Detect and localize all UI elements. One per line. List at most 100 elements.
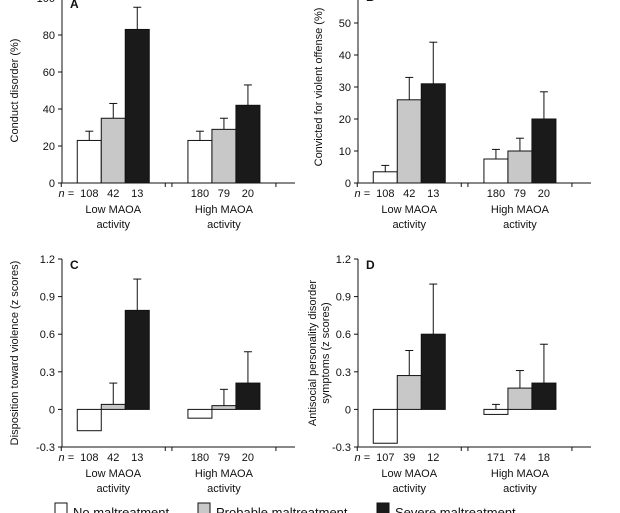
n-label: 12 bbox=[427, 452, 439, 464]
n-label: 180 bbox=[487, 188, 505, 200]
x-tick-label: High MAOA activity bbox=[490, 468, 549, 495]
n-label: 20 bbox=[538, 188, 550, 200]
y-tick-label: 80 bbox=[43, 30, 55, 42]
legend-label: Severe maltreatment bbox=[395, 505, 516, 513]
bar bbox=[187, 408, 213, 419]
bar bbox=[507, 150, 533, 184]
n-prefix: n = bbox=[354, 188, 370, 200]
legend-label: No maltreatment bbox=[73, 505, 169, 513]
y-tick-label: 0.9 bbox=[336, 292, 351, 304]
bar bbox=[76, 139, 102, 184]
panel-label: B bbox=[366, 0, 375, 4]
y-tick-label: 0.6 bbox=[336, 329, 351, 341]
n-label: 42 bbox=[107, 452, 119, 464]
n-label: 20 bbox=[242, 188, 254, 200]
bar bbox=[420, 83, 446, 184]
y-tick-label: 0 bbox=[49, 178, 55, 190]
y-axis-label: symptoms (z scores) bbox=[320, 302, 332, 403]
y-tick-label: 0.6 bbox=[40, 329, 55, 341]
legend-swatch bbox=[197, 502, 211, 513]
n-label: 79 bbox=[218, 188, 230, 200]
n-label: 180 bbox=[191, 188, 209, 200]
y-tick-label: 0 bbox=[345, 178, 351, 190]
panel-label: C bbox=[70, 258, 79, 272]
bar bbox=[76, 408, 102, 432]
x-tick-label: Low MAOA activity bbox=[381, 468, 438, 495]
bar bbox=[124, 309, 150, 410]
y-tick-label: -0.3 bbox=[332, 442, 351, 454]
y-tick-label: 60 bbox=[43, 67, 55, 79]
x-tick-label: High MAOA activity bbox=[194, 468, 253, 495]
y-tick-label: 0.3 bbox=[336, 367, 351, 379]
n-label: 79 bbox=[218, 452, 230, 464]
bar bbox=[396, 375, 422, 410]
y-tick-label: 30 bbox=[339, 82, 351, 94]
x-tick-label: Low MAOA activity bbox=[85, 468, 142, 495]
x-tick-label: Low MAOA activity bbox=[381, 204, 438, 231]
n-label: 171 bbox=[487, 452, 505, 464]
legend-swatch bbox=[54, 502, 68, 513]
n-label: 108 bbox=[80, 188, 98, 200]
n-prefix: n = bbox=[58, 452, 74, 464]
n-label: 42 bbox=[403, 188, 415, 200]
y-axis-label: Conduct disorder (%) bbox=[9, 39, 21, 143]
bar bbox=[483, 158, 509, 184]
y-tick-label: 40 bbox=[43, 104, 55, 116]
x-tick-label: Low MAOA activity bbox=[85, 204, 142, 231]
n-label: 74 bbox=[514, 452, 526, 464]
n-label: 107 bbox=[376, 452, 394, 464]
y-tick-label: 0.3 bbox=[40, 367, 55, 379]
n-label: 13 bbox=[131, 188, 143, 200]
y-tick-label: 50 bbox=[339, 18, 351, 30]
y-tick-label: 40 bbox=[339, 50, 351, 62]
panel-label: D bbox=[366, 258, 375, 272]
bar bbox=[531, 118, 557, 184]
y-axis-label: Antisocial personality disorder bbox=[307, 280, 319, 426]
y-tick-label: 10 bbox=[339, 146, 351, 158]
y-tick-label: 0 bbox=[345, 404, 351, 416]
n-label: 79 bbox=[514, 188, 526, 200]
bar bbox=[235, 382, 261, 410]
y-tick-label: 1.2 bbox=[336, 254, 351, 266]
legend-label: Probable maltreatment bbox=[216, 505, 348, 513]
n-label: 18 bbox=[538, 452, 550, 464]
y-tick-label: 0.9 bbox=[40, 292, 55, 304]
n-label: 39 bbox=[403, 452, 415, 464]
bar bbox=[235, 104, 261, 184]
bar bbox=[124, 28, 150, 184]
n-label: 13 bbox=[427, 188, 439, 200]
n-label: 42 bbox=[107, 188, 119, 200]
bar bbox=[483, 408, 509, 415]
y-tick-label: 20 bbox=[339, 114, 351, 126]
bar bbox=[396, 99, 422, 184]
y-tick-label: 100 bbox=[37, 0, 55, 5]
bar bbox=[211, 405, 237, 410]
y-tick-label: 1.2 bbox=[40, 254, 55, 266]
n-label: 20 bbox=[242, 452, 254, 464]
n-label: 108 bbox=[80, 452, 98, 464]
x-tick-label: High MAOA activity bbox=[490, 204, 549, 231]
n-prefix: n = bbox=[354, 452, 370, 464]
n-label: 180 bbox=[191, 452, 209, 464]
bar bbox=[372, 408, 398, 444]
y-axis-label: Disposition toward violence (z scores) bbox=[9, 261, 21, 446]
legend-swatch bbox=[376, 502, 390, 513]
panel-label: A bbox=[70, 0, 79, 11]
x-tick-label: High MAOA activity bbox=[194, 204, 253, 231]
y-tick-label: 20 bbox=[43, 141, 55, 153]
bar bbox=[531, 382, 557, 410]
n-label: 108 bbox=[376, 188, 394, 200]
bar bbox=[507, 387, 533, 410]
bar bbox=[100, 117, 126, 184]
n-prefix: n = bbox=[58, 188, 74, 200]
bar bbox=[372, 171, 398, 184]
y-tick-label: -0.3 bbox=[36, 442, 55, 454]
bar bbox=[420, 333, 446, 410]
y-axis-label: Convicted for violent offense (%) bbox=[313, 8, 325, 167]
bar bbox=[187, 139, 213, 184]
bar bbox=[100, 403, 126, 410]
n-label: 13 bbox=[131, 452, 143, 464]
bar bbox=[211, 128, 237, 184]
